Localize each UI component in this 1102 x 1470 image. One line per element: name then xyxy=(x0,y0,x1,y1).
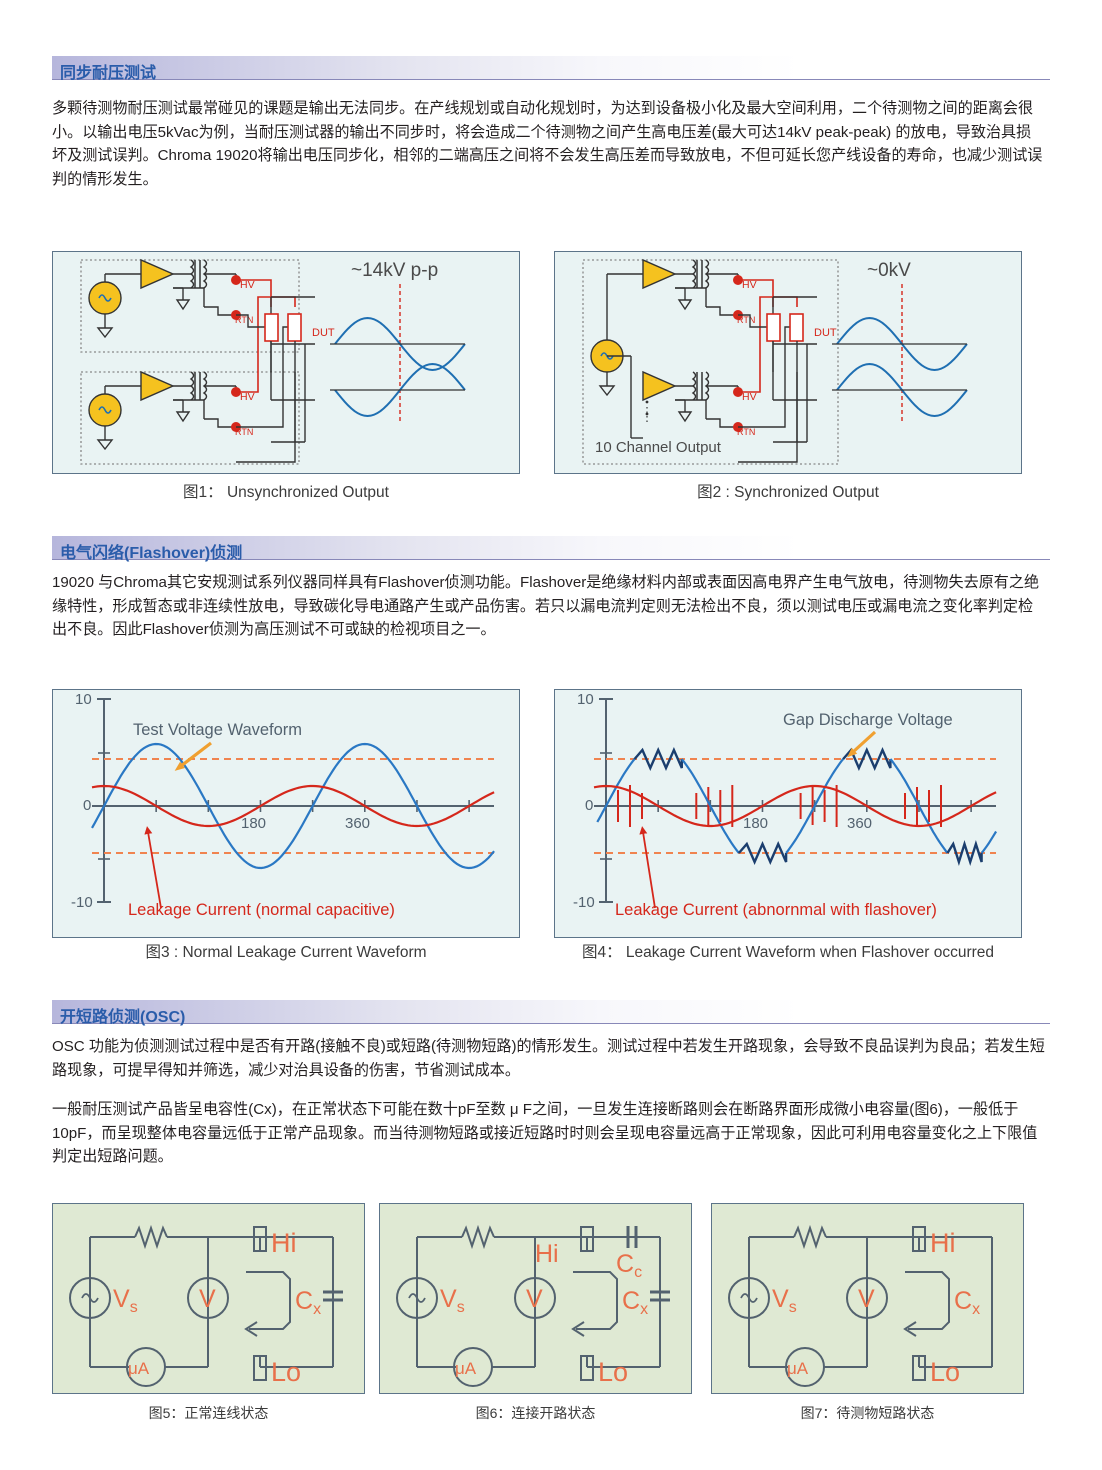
svg-text:Gap Discharge Voltage: Gap Discharge Voltage xyxy=(783,711,953,729)
svg-text:RTN: RTN xyxy=(235,427,253,437)
svg-text:0: 0 xyxy=(585,797,593,814)
svg-text:V: V xyxy=(199,1285,216,1313)
svg-text:~14kV p-p: ~14kV p-p xyxy=(351,260,438,281)
svg-text:10: 10 xyxy=(577,691,594,708)
svg-text:10 Channel Output: 10 Channel Output xyxy=(595,439,722,456)
svg-text:Hi: Hi xyxy=(271,1228,297,1258)
svg-text:180: 180 xyxy=(241,815,266,832)
svg-text:Cx: Cx xyxy=(622,1287,648,1318)
svg-text:Lo: Lo xyxy=(930,1357,960,1387)
svg-text:-10: -10 xyxy=(573,894,595,911)
svg-text:Test Voltage Waveform: Test Voltage Waveform xyxy=(133,721,302,739)
svg-text:Lo: Lo xyxy=(598,1357,628,1387)
svg-text:Cx: Cx xyxy=(295,1287,321,1318)
svg-text:Vs: Vs xyxy=(113,1285,138,1316)
svg-text:Vs: Vs xyxy=(440,1285,465,1316)
svg-text:μA: μA xyxy=(128,1359,150,1378)
svg-text:Cx: Cx xyxy=(954,1287,980,1318)
svg-text:360: 360 xyxy=(345,815,370,832)
svg-text:μA: μA xyxy=(787,1359,809,1378)
svg-text:Vs: Vs xyxy=(772,1285,797,1316)
svg-text:V: V xyxy=(526,1285,543,1313)
svg-text:DUT: DUT xyxy=(312,327,335,339)
svg-text:μA: μA xyxy=(455,1359,477,1378)
svg-text:RTN: RTN xyxy=(235,315,253,325)
svg-text:Lo: Lo xyxy=(271,1357,301,1387)
svg-text:Hi: Hi xyxy=(535,1240,559,1268)
svg-text:RTN: RTN xyxy=(737,427,755,437)
svg-text:0: 0 xyxy=(83,797,91,814)
svg-text:Hi: Hi xyxy=(930,1228,956,1258)
svg-text:RTN: RTN xyxy=(737,315,755,325)
svg-text:V: V xyxy=(858,1285,875,1313)
svg-text:360: 360 xyxy=(847,815,872,832)
svg-text:-10: -10 xyxy=(71,894,93,911)
svg-text:Leakage Current (abnornmal wit: Leakage Current (abnornmal with flashove… xyxy=(615,901,937,919)
svg-text:~0kV: ~0kV xyxy=(867,260,911,281)
svg-text:Leakage Current (normal capaci: Leakage Current (normal capacitive) xyxy=(128,901,395,919)
svg-text:Cc: Cc xyxy=(616,1250,642,1281)
svg-text:10: 10 xyxy=(75,691,92,708)
svg-text:DUT: DUT xyxy=(814,327,837,339)
svg-text:180: 180 xyxy=(743,815,768,832)
